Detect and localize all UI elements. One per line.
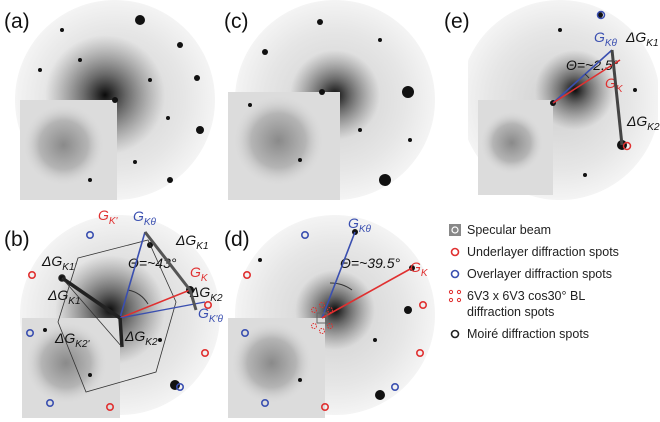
annotation-main: G [98,207,109,223]
legend-icon [449,298,452,301]
annotation-main: G [190,264,201,280]
panel-label: (e) [444,10,470,33]
annotation-sub: Kθ [359,224,372,235]
inset-blob [23,104,104,185]
spot [88,373,92,377]
spot [408,138,412,142]
spot [583,173,587,177]
spot [177,42,183,48]
spot [298,158,302,162]
panel-label: (b) [4,228,30,251]
diffraction-image [15,0,215,200]
annotation-main: ΔG [41,253,62,269]
legend-label: Underlayer diffraction spots [467,245,619,259]
panel: (c) [224,0,435,200]
legend-icon [457,290,460,293]
spot [78,58,82,62]
spot [196,126,204,134]
annotation-sub: K2 [210,293,223,304]
spot [402,86,414,98]
legend-icon [452,249,459,256]
annotation-main: ΔG [175,232,196,248]
legend-label: Overlayer diffraction spots [467,267,612,281]
spot [317,19,323,25]
spot [133,160,137,164]
panels: (a)(b)GK'GKθΔGK1ΔGK1'Θ=~43°GKΔGK2GK'θΔGK… [4,0,660,418]
annotation-main: G [348,215,359,231]
spot [375,390,385,400]
annotation-main: G [133,208,144,224]
annotation-sub: K2 [145,337,158,348]
annotation-main: G [594,29,605,45]
spot [358,128,362,132]
annotation-sub: K [421,268,429,279]
spot [148,78,152,82]
spot [258,258,262,262]
spot [633,88,637,92]
spot [38,68,42,72]
spot [158,338,162,342]
annotation-sub: Kθ [144,217,157,228]
spot [167,177,173,183]
annotation-sub: K' [109,216,119,227]
panel-label: (c) [224,10,249,33]
annotation-main: ΔG [626,113,647,129]
spot [166,116,170,120]
spot [373,338,377,342]
spot [558,28,562,32]
annotation-main: ΔG [124,328,145,344]
spot [262,49,268,55]
spot [319,89,325,95]
inset-blob [231,322,312,403]
legend-icon [457,298,460,301]
annotation-main: Θ=~39.5° [340,255,400,271]
inset-blob [480,111,543,174]
spot [404,306,412,314]
legend-label: Specular beam [467,223,551,237]
annotation-sub: Kθ [605,38,618,49]
panel-label: (d) [224,228,250,251]
legend-icon [452,331,459,338]
annotation-sub: K2' [75,339,90,350]
legend-icon [449,290,452,293]
inset-blob [233,95,324,186]
spot [112,97,118,103]
spot [298,378,302,382]
annotation-main: G [410,259,421,275]
legend-icon [452,271,459,278]
annotation-sub: K'θ [209,314,224,325]
annotation-main: ΔG [625,29,646,45]
spot [60,28,64,32]
legend-label: 6V3 x 6V3 cos30° BL [467,289,585,303]
legend-icon [449,224,461,236]
diffraction-image [228,215,435,418]
figure: (a)(b)GK'GKθΔGK1ΔGK1'Θ=~43°GKΔGK2GK'θΔGK… [0,0,660,422]
spot [135,15,145,25]
vector-dgk2-moire [120,318,122,347]
legend: Specular beam Underlayer diffraction spot… [449,223,619,341]
legend-label: diffraction spots [467,305,554,319]
spot [43,328,47,332]
panel-label: (a) [4,10,30,33]
spot [378,38,382,42]
diffraction-image [228,0,435,200]
annotation-main: ΔG [47,287,68,303]
spot [248,103,252,107]
spot [194,75,200,81]
spot [88,178,92,182]
annotation-sub: K1 [196,241,208,252]
annotation-sub: K2 [647,122,660,133]
spot [379,174,391,186]
legend-label: Moiré diffraction spots [467,327,589,341]
annotation-sub: K1 [646,38,658,49]
annotation: Θ=~39.5° [340,255,400,271]
panel: (a) [4,0,215,200]
